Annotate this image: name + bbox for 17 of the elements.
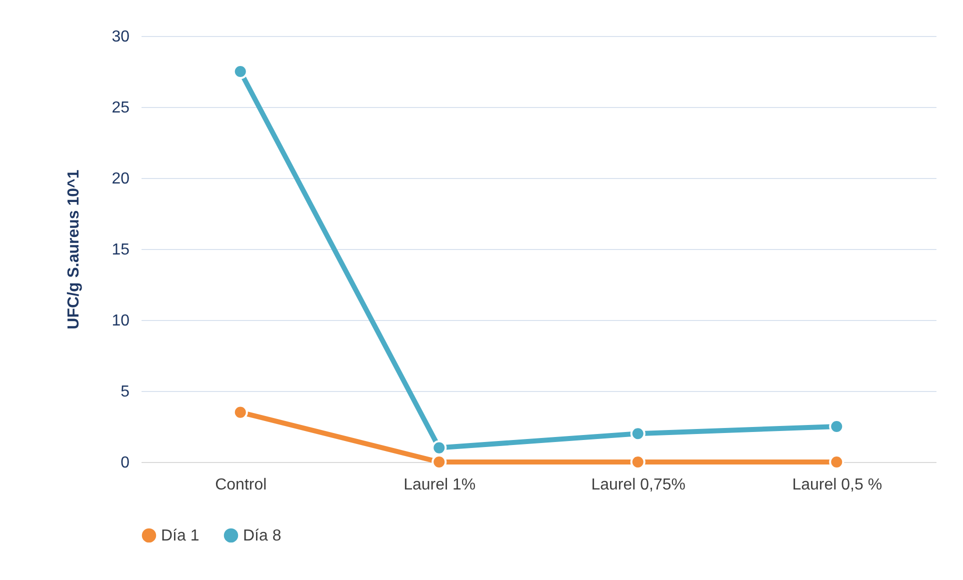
y-tick-label: 25	[112, 100, 130, 116]
y-axis-title: UFC/g S.aureus 10^1	[66, 170, 83, 330]
legend-label: Día 1	[161, 527, 200, 544]
y-tick-label: 0	[120, 454, 130, 472]
point	[432, 440, 447, 456]
legend-label: Día 8	[243, 527, 282, 544]
y-tick-label: 10	[112, 312, 130, 330]
y-tick-label: 15	[112, 242, 130, 258]
x-tick-label: Laurel 0,75%	[591, 476, 686, 494]
x-tick-label: Control	[215, 476, 267, 494]
y-tick-label: 20	[112, 170, 130, 188]
point	[630, 426, 646, 442]
x-tick-label: Laurel 0,5 %	[792, 476, 882, 494]
x-tick-label: Laurel 1%	[404, 476, 476, 494]
y-tick-label: 5	[120, 384, 130, 400]
point	[232, 404, 248, 420]
y-tick-label: 30	[112, 28, 130, 46]
